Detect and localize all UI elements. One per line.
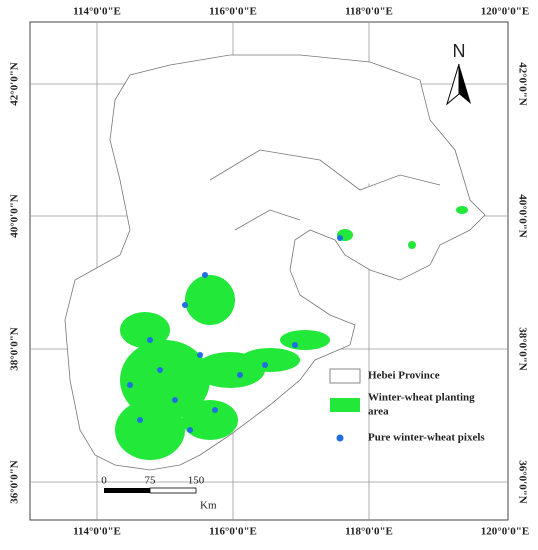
- latitude-label: 38°0'0"N: [516, 327, 528, 371]
- pixel-dot: [212, 407, 218, 413]
- wheat-patch: [182, 400, 238, 440]
- pixel-dot: [157, 367, 163, 373]
- legend-label: Winter-wheat planting: [368, 392, 475, 404]
- arrow-right: [459, 64, 471, 104]
- wheat-patch: [280, 330, 330, 350]
- graticule-labels: 114°0'0"E 114°0'0"E 116°0'0"E 116°0'0"E 118°…: [9, 6, 530, 538]
- pixel-dot: [202, 272, 208, 278]
- wheat-patch: [240, 348, 300, 372]
- pixel-dot: [237, 372, 243, 378]
- legend-label: Pure winter-wheat pixels: [368, 432, 485, 444]
- scale-unit: Km: [200, 500, 217, 512]
- latitude-label: 36°0'0"N: [9, 460, 21, 504]
- scale-label: 0: [101, 475, 107, 487]
- legend-label: area: [368, 406, 389, 418]
- pixel-dot: [137, 417, 143, 423]
- latitude-label: 40°0'0"N: [516, 194, 528, 238]
- scale-label: 75: [145, 475, 157, 487]
- longitude-label: 118°0'0"E: [345, 6, 393, 18]
- longitude-label: 120°0'0"E: [481, 6, 529, 18]
- wheat-patch: [120, 340, 210, 420]
- pixel-dot: [337, 235, 343, 241]
- scale-bar: 0 75 150 Km: [101, 475, 217, 512]
- wheat-patch: [456, 206, 468, 214]
- wheat-patch: [115, 400, 185, 460]
- longitude-label: 114°0'0"E: [73, 526, 121, 538]
- pixel-dot: [172, 397, 178, 403]
- legend-swatch: [329, 368, 361, 384]
- legend-label: Hebei Province: [368, 370, 440, 382]
- longitude-label: 114°0'0"E: [73, 6, 121, 18]
- pixel-dot: [147, 337, 153, 343]
- latitude-label: 42°0'0"N: [516, 62, 528, 106]
- longitude-label: 120°0'0"E: [481, 526, 529, 538]
- scale-label: 150: [188, 475, 205, 487]
- wheat-patch: [185, 275, 235, 325]
- scale-segment: [149, 487, 197, 494]
- wheat-patch: [120, 312, 170, 348]
- latitude-label: 38°0'0"N: [9, 327, 21, 371]
- latitude-label: 36°0'0"N: [516, 460, 528, 504]
- longitude-label: 116°0'0"E: [209, 6, 257, 18]
- north-label: N: [453, 41, 466, 61]
- pixel-dot: [182, 302, 188, 308]
- latitude-label: 42°0'0"N: [9, 62, 21, 106]
- longitude-label: 118°0'0"E: [345, 526, 393, 538]
- wheat-patch: [408, 241, 416, 249]
- wheat-pixels: [127, 235, 343, 433]
- pixel-dot: [292, 342, 298, 348]
- pixel-dot: [127, 382, 133, 388]
- legend: Hebei Province Winter-wheat planting are…: [329, 368, 485, 444]
- wheat-area: [115, 206, 468, 460]
- pixel-dot: [187, 427, 193, 433]
- latitude-label: 40°0'0"N: [9, 194, 21, 238]
- legend-swatch: [336, 434, 344, 442]
- pixel-dot: [197, 352, 203, 358]
- longitude-label: 116°0'0"E: [209, 526, 257, 538]
- pixel-dot: [262, 362, 268, 368]
- north-arrow: N: [446, 41, 471, 106]
- legend-swatch: [330, 398, 360, 412]
- scale-segment: [104, 488, 150, 493]
